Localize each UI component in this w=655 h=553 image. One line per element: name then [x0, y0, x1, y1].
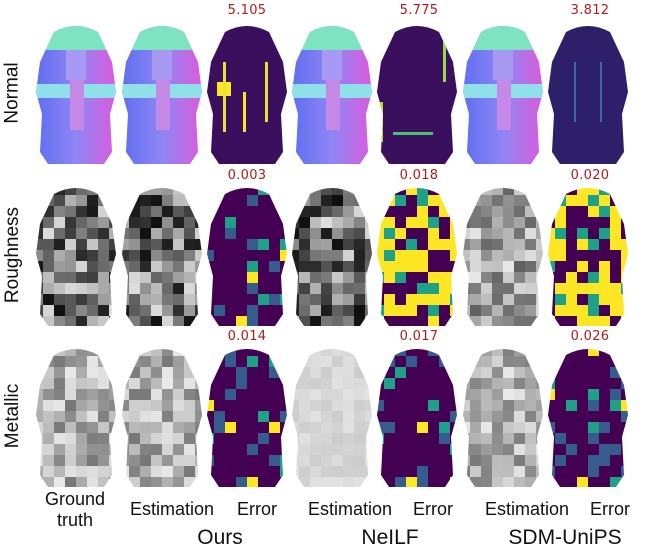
image-metallic-neilf-error [373, 345, 461, 487]
column-label-line: truth [56, 510, 94, 530]
metric-normal-sdm: 3.812 [570, 3, 610, 18]
column-label-neilf-estimation: Estimation [307, 499, 393, 519]
metric-normal-ours: 5.105 [227, 3, 267, 18]
image-roughness-ours-estimation [118, 184, 206, 326]
image-metallic-ours-error [203, 345, 291, 487]
row-label-normal: Normal [0, 22, 26, 164]
image-normal-ground-truth [32, 22, 120, 164]
image-roughness-sdm-estimation [459, 184, 547, 326]
column-label-ours-error: Error [237, 499, 277, 519]
metric-roughness-ours: 0.003 [227, 168, 267, 183]
metric-normal-neilf: 5.775 [399, 3, 439, 18]
image-normal-ours-error [203, 22, 291, 164]
column-label-ground-truth: Ground truth [30, 489, 120, 531]
image-normal-neilf-estimation [288, 22, 376, 164]
image-roughness-ground-truth [32, 184, 120, 326]
row-label-text: Metallic [2, 383, 23, 449]
column-label-ours-estimation: Estimation [129, 499, 215, 519]
metric-metallic-sdm: 0.026 [570, 329, 610, 344]
image-metallic-ours-estimation [118, 345, 206, 487]
group-label-sdm-unips: SDM-UniPS [508, 526, 622, 549]
image-metallic-neilf-estimation [288, 345, 376, 487]
image-metallic-ground-truth [32, 345, 120, 487]
image-metallic-sdm-error [544, 345, 632, 487]
image-roughness-sdm-error [544, 184, 632, 326]
column-label-sdm-estimation: Estimation [484, 499, 570, 519]
image-roughness-ours-error [203, 184, 291, 326]
group-label-neilf: NeILF [361, 526, 419, 549]
image-normal-sdm-error [544, 22, 632, 164]
image-roughness-neilf-estimation [288, 184, 376, 326]
column-label-neilf-error: Error [413, 499, 453, 519]
metric-metallic-ours: 0.014 [227, 329, 267, 344]
metric-roughness-neilf: 0.018 [399, 168, 439, 183]
group-label-ours: Ours [197, 526, 243, 549]
image-normal-sdm-estimation [459, 22, 547, 164]
image-roughness-neilf-error [373, 184, 461, 326]
image-normal-ours-estimation [118, 22, 206, 164]
column-label-sdm-error: Error [590, 499, 630, 519]
column-label-line: Ground [44, 489, 106, 509]
metric-roughness-sdm: 0.020 [570, 168, 610, 183]
row-label-text: Roughness [2, 206, 23, 304]
metric-metallic-neilf: 0.017 [399, 329, 439, 344]
row-label-roughness: Roughness [0, 184, 26, 326]
row-label-metallic: Metallic [0, 345, 26, 487]
image-metallic-sdm-estimation [459, 345, 547, 487]
row-label-text: Normal [2, 62, 24, 124]
image-normal-neilf-error [373, 22, 461, 164]
